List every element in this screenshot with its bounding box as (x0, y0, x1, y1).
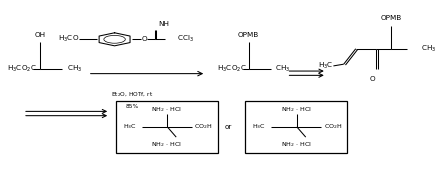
Text: Et$_2$O, HOTf, rt: Et$_2$O, HOTf, rt (112, 90, 154, 99)
Text: H$_3$C: H$_3$C (123, 122, 137, 131)
Text: NH$_2$ · HCl: NH$_2$ · HCl (151, 140, 182, 149)
Text: NH: NH (158, 21, 169, 27)
Text: NH$_2$ · HCl: NH$_2$ · HCl (151, 105, 182, 114)
Text: OH: OH (34, 32, 46, 38)
Text: CO$_2$H: CO$_2$H (194, 122, 213, 131)
Text: H$_3$C: H$_3$C (252, 122, 266, 131)
Text: OPMB: OPMB (238, 32, 259, 38)
Text: CH$_3$: CH$_3$ (275, 64, 290, 74)
Text: CO$_2$H: CO$_2$H (323, 122, 342, 131)
Bar (246, 101, 347, 153)
Text: H$_3$CO$_2$C: H$_3$CO$_2$C (7, 64, 36, 74)
Text: 85%: 85% (126, 104, 139, 109)
Text: NH$_2$ · HCl: NH$_2$ · HCl (281, 140, 312, 149)
Text: H$_3$CO: H$_3$CO (58, 34, 79, 44)
Text: NH$_2$ · HCl: NH$_2$ · HCl (281, 105, 312, 114)
Text: CH$_3$: CH$_3$ (421, 44, 436, 54)
Bar (116, 101, 218, 153)
Text: CCl$_3$: CCl$_3$ (177, 34, 194, 44)
Text: CH$_3$: CH$_3$ (67, 64, 82, 74)
Text: OPMB: OPMB (381, 15, 402, 21)
Text: H$_3$C: H$_3$C (318, 61, 333, 71)
Text: or: or (225, 124, 232, 130)
Text: H$_3$CO$_2$C: H$_3$CO$_2$C (217, 64, 247, 74)
Text: O: O (370, 76, 375, 82)
Text: O: O (142, 36, 147, 42)
